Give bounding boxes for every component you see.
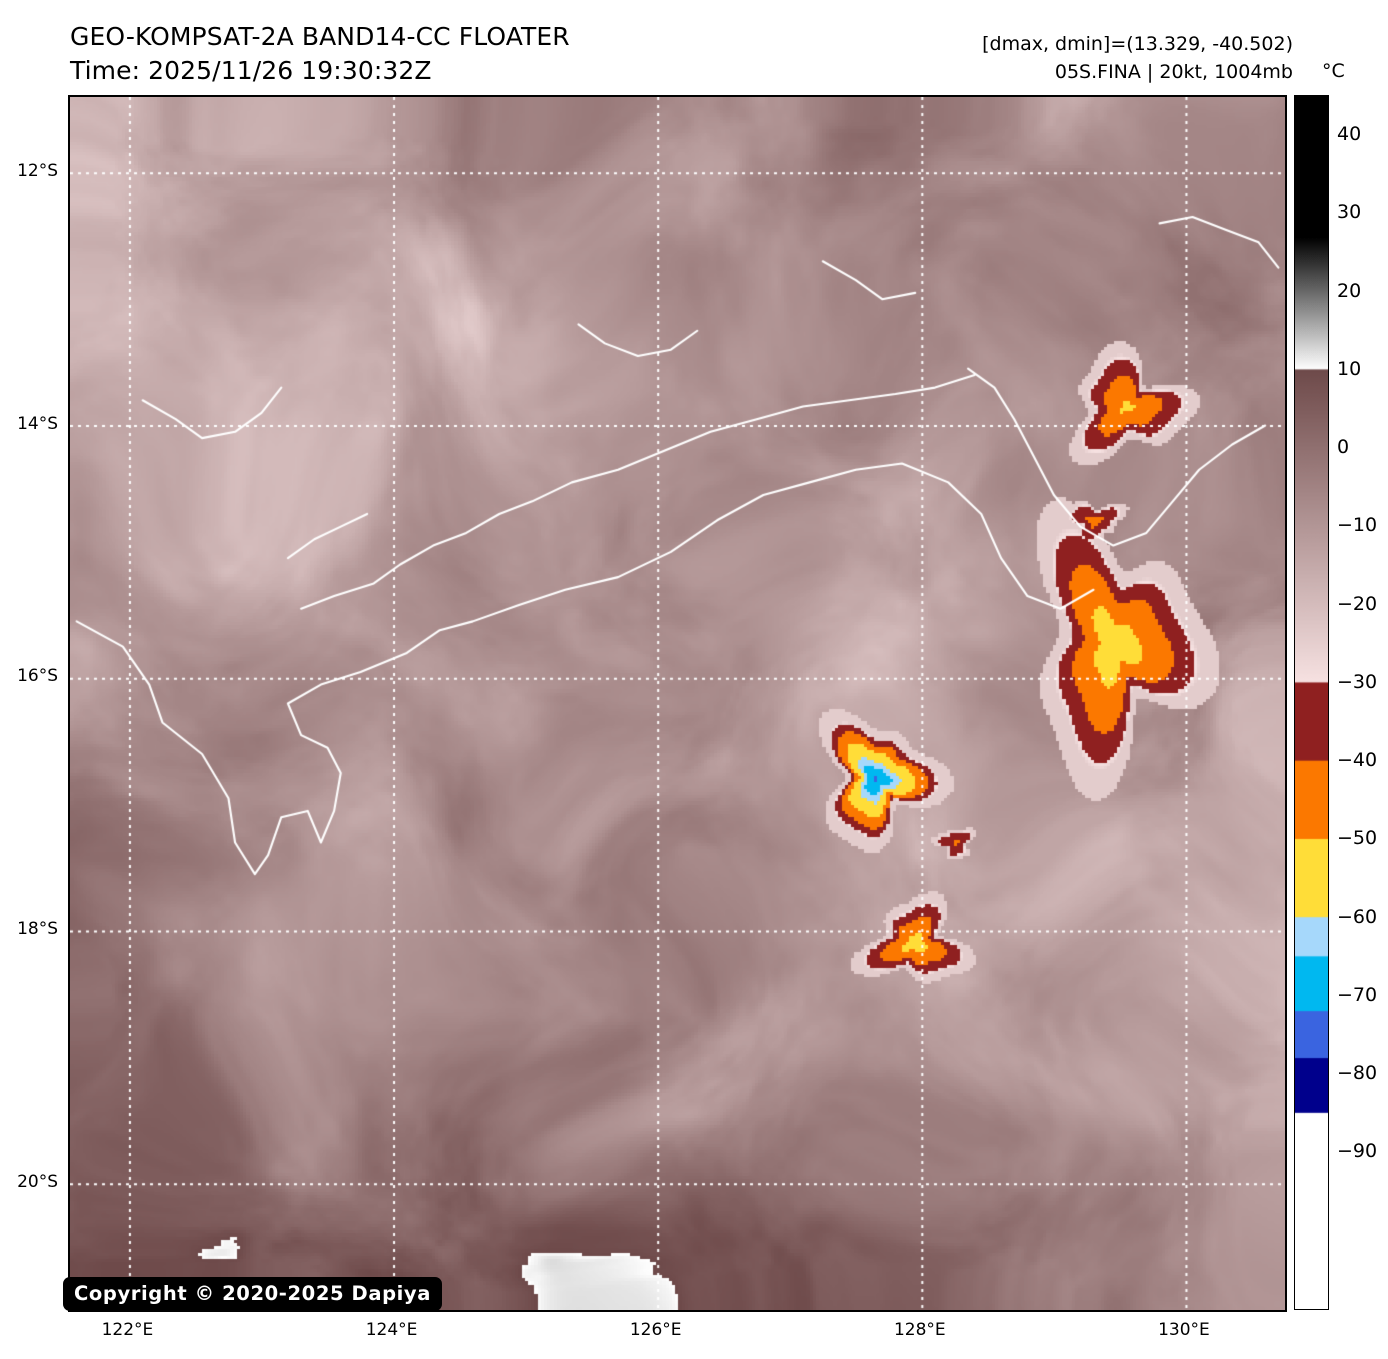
colorbar-gradient: [1295, 96, 1328, 1309]
x-tick-label: 124°E: [365, 1320, 418, 1340]
colorbar-tick-label: −50: [1337, 827, 1378, 850]
colorbar-tick-label: 30: [1337, 201, 1362, 224]
page-title: GEO-KOMPSAT-2A BAND14-CC FLOATER Time: 2…: [70, 22, 570, 85]
colorbar-tick-label: −30: [1337, 670, 1378, 693]
colorbar-tick-label: −70: [1337, 983, 1378, 1006]
colorbar-tick-label: −20: [1337, 592, 1378, 615]
colorbar-unit-label: °C: [1322, 60, 1345, 82]
x-tick-label: 128°E: [893, 1320, 946, 1340]
x-tick-label: 122°E: [101, 1320, 154, 1340]
coastline-gridline-layer: [70, 97, 1285, 1310]
copyright-watermark: Copyright © 2020-2025 Dapiya: [63, 1277, 443, 1311]
colorbar-tick-label: −90: [1337, 1140, 1378, 1163]
colorbar-tick-label: 0: [1337, 436, 1350, 459]
colorbar-tick-label: −60: [1337, 905, 1378, 928]
colorbar-tick-label: 20: [1337, 279, 1362, 302]
colorbar-tick-label: −10: [1337, 514, 1378, 537]
header-metadata: [dmax, dmin]=(13.329, -40.502) 05S.FINA …: [982, 33, 1293, 83]
colorbar-tick-label: 40: [1337, 123, 1362, 146]
colorbar-tick-label: −80: [1337, 1062, 1378, 1085]
x-tick-label: 130°E: [1158, 1320, 1210, 1340]
x-tick-label: 126°E: [629, 1320, 682, 1340]
satellite-map[interactable]: [68, 95, 1287, 1312]
colorbar[interactable]: [1294, 95, 1329, 1310]
colorbar-tick-label: −40: [1337, 749, 1378, 772]
colorbar-tick-label: 10: [1337, 357, 1362, 380]
